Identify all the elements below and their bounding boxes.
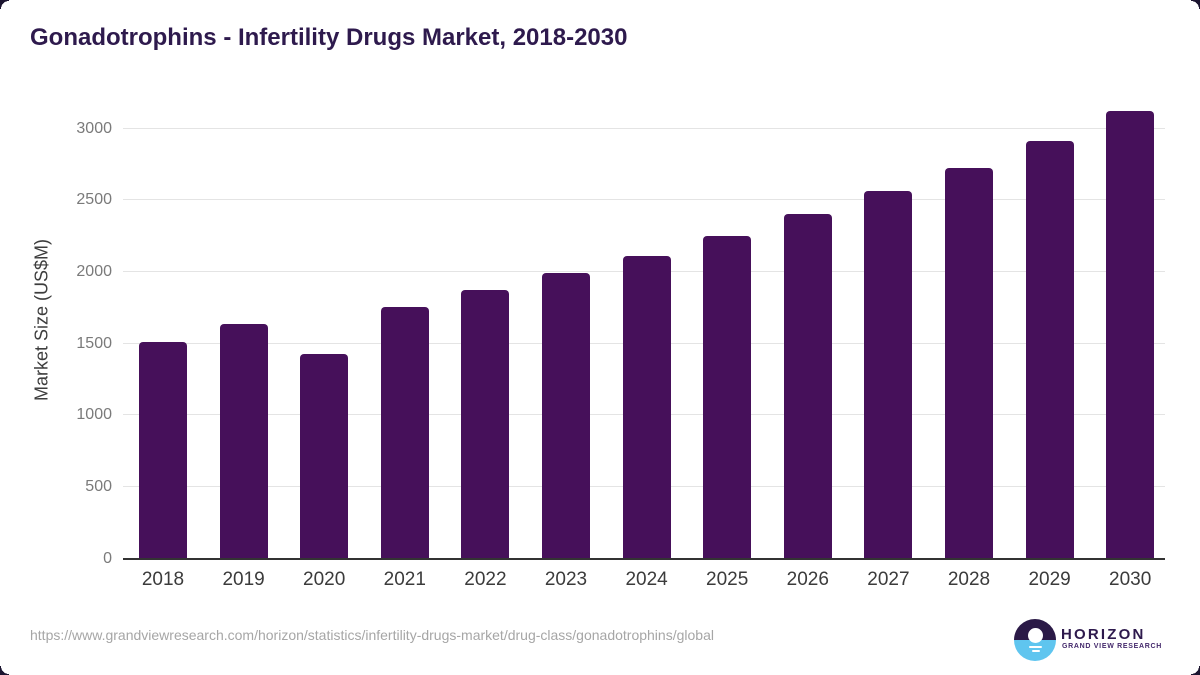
bar-2028	[945, 168, 993, 558]
corner-artifact-bottom-left	[0, 666, 9, 675]
bar-2022	[461, 289, 510, 558]
y-tick-label-2500: 2500	[76, 191, 112, 209]
x-tick-label-2027: 2027	[867, 569, 910, 590]
y-tick-label-1000: 1000	[76, 406, 112, 424]
bar-2030	[1106, 110, 1155, 558]
gridline-2500	[123, 199, 1165, 201]
horizon-sunset-icon	[1014, 619, 1056, 661]
horizon-logo: HORIZON GRAND VIEW RESEARCH	[1014, 619, 1174, 663]
logo-tagline-text: GRAND VIEW RESEARCH	[1062, 643, 1163, 650]
x-tick-label-2024: 2024	[625, 569, 668, 590]
x-tick-label-2018: 2018	[141, 569, 185, 590]
plot-area: 0 500 1000 1500 2000 2500 3000 2018 2019 2020 2021…	[76, 110, 1165, 590]
y-tick-label-3000: 3000	[76, 119, 112, 137]
x-tick-label-2026: 2026	[786, 569, 829, 590]
y-tick-label-2000: 2000	[76, 262, 112, 280]
x-tick-label-2029: 2029	[1028, 569, 1071, 590]
bar-2019	[219, 324, 268, 558]
y-tick-label-0: 0	[103, 549, 112, 567]
bar-2027	[864, 191, 913, 558]
gridline-3000	[123, 127, 1165, 129]
x-tick-label-2019: 2019	[222, 569, 265, 590]
bar-2023	[542, 272, 590, 558]
bar-2024	[622, 255, 671, 558]
x-tick-label-2030: 2030	[1109, 569, 1152, 590]
chart-title: Gonadotrophins - Infertility Drugs Marke…	[30, 24, 628, 51]
corner-artifact-bottom-right	[1191, 666, 1200, 675]
x-axis-line	[123, 557, 1165, 560]
x-tick-label-2020: 2020	[303, 569, 346, 590]
x-tick-label-2021: 2021	[383, 569, 426, 590]
x-tick-label-2028: 2028	[947, 569, 991, 590]
bar-2029	[1025, 140, 1074, 558]
x-tick-label-2023: 2023	[544, 569, 588, 590]
bar-2026	[783, 214, 832, 558]
corner-artifact-top-left	[0, 0, 9, 9]
x-tick-label-2025: 2025	[706, 569, 749, 590]
logo-sun	[1028, 628, 1043, 643]
logo-ripple	[1031, 650, 1040, 653]
corner-artifact-top-right	[1191, 0, 1200, 9]
logo-brand-text: HORIZON	[1061, 626, 1146, 643]
bar-2018	[139, 341, 187, 558]
x-tick-label-2022: 2022	[464, 569, 507, 590]
y-tick-label-1500: 1500	[76, 334, 112, 352]
source-url: https://www.grandviewresearch.com/horizo…	[30, 627, 714, 643]
bar-2021	[380, 307, 429, 558]
bar-2020	[300, 354, 349, 558]
logo-ripple	[1029, 645, 1042, 649]
bar-2025	[703, 235, 752, 558]
y-tick-label-500: 500	[85, 477, 112, 495]
